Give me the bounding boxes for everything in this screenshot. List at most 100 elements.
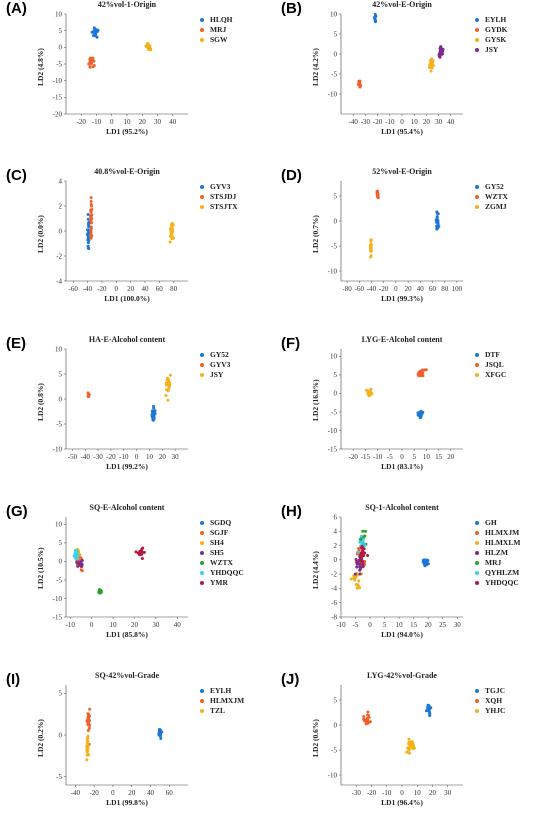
y-tick-label: 0 [334,390,338,398]
legend: SGDQ SGJF SH4 SH5 WZTX YHDQQC YMR [200,518,244,588]
y-tick-label: 10 [55,345,63,353]
legend-item: HLZM [475,548,520,558]
data-point [373,15,377,19]
data-point [357,579,361,583]
data-point [362,715,366,718]
data-point [88,707,92,711]
y-tick-label: -15 [328,445,338,453]
data-point [87,62,91,66]
x-tick-label: 40 [141,285,149,293]
x-axis-label: LD1 (99.8%) [106,798,148,807]
chart-title: LYG-42%vol-Grade [367,671,437,680]
data-point [86,391,90,395]
legend: GYV3 STSJDJ STSJTX [200,182,238,212]
data-point [86,729,90,733]
y-tick-label: 2 [334,542,338,550]
data-point [89,215,93,219]
legend-label: HLMXJM [210,696,245,705]
y-tick-label: 0 [334,721,338,729]
legend: EYLH GYDK GYSK JSY [475,15,508,55]
legend-item: JSY [475,45,508,55]
x-tick-label: 5 [412,453,416,461]
y-tick-label: 5 [334,371,338,379]
data-point [145,45,149,49]
legend-item: GYV3 [200,360,230,370]
legend-item: STSJTX [200,202,238,212]
panel-label: (E) [6,335,26,352]
series-gy52 [434,210,441,231]
legend-label: WZTX [210,558,233,567]
legend: HLQH MRJ SGW [200,15,233,45]
data-point [366,710,370,714]
legend-marker [200,18,204,22]
y-tick-label: -10 [53,77,63,85]
legend-marker [200,363,204,367]
legend-item: YMR [200,578,244,588]
x-tick-label: 0 [368,621,372,629]
x-tick-label: -80 [342,285,352,293]
chart-panel-j: (J) LYG-42%vol-Grade LD1 (96.4%) LD2 (0.6%)… [275,671,550,831]
y-tick-label: 5 [59,690,63,698]
data-point [437,54,441,58]
legend-label: GH [485,518,497,527]
x-tick-label: 80 [170,285,178,293]
data-point [136,551,140,555]
legend-label: EYLH [485,15,507,24]
data-point [89,199,93,203]
x-tick-label: -20 [349,453,359,461]
data-point [87,236,90,240]
legend-label: TGJC [485,686,506,695]
data-point [418,373,422,377]
legend-item: JSY [200,370,230,380]
legend-marker [475,581,479,585]
data-point [362,542,366,546]
panel-label: (F) [281,335,301,352]
chart-title: SQ-E-Alcohol content [89,503,165,512]
data-point [427,704,431,708]
legend-item: SGW [200,35,233,45]
legend-marker [475,699,479,703]
series-sh5 [75,559,84,568]
series-hlmxjm [85,707,92,746]
x-tick-label: 20 [423,118,431,126]
data-point [79,560,83,564]
x-tick-label: 30 [152,621,160,629]
legend-item: SGDQ [200,518,244,528]
x-axis-label: LD1 (99.3%) [381,294,423,303]
data-point [439,47,443,51]
legend-label: SGJF [210,528,229,537]
x-tick-label: 10 [411,118,419,126]
x-tick-label: -40 [83,285,93,293]
y-tick-label: 0 [334,50,338,58]
x-tick-label: -40 [71,789,81,797]
chart-panel-a: (A) 42%vol-1-Origin LD1 (95.2%) LD2 (4.8%) -… [0,0,275,160]
x-tick-label: 0 [114,285,118,293]
legend: DTF JSQL XFGC [475,350,506,380]
x-tick-label: -20 [367,789,377,797]
data-point [369,387,373,391]
data-point [89,236,93,240]
legend-marker [200,185,204,189]
data-point [159,736,163,740]
data-point [86,394,90,398]
legend-marker [475,18,479,22]
series-tzl [85,734,91,762]
legend-label: GYDK [485,25,508,34]
y-tick-label: 10 [330,353,338,361]
data-point [97,589,101,593]
data-point [73,549,77,553]
y-tick-label: -10 [328,267,338,275]
legend-marker [200,373,204,377]
legend-item: HLMXJM [475,528,520,538]
series-gyv3 [86,391,91,399]
legend-label: DTF [485,350,500,359]
panel-label: (D) [281,167,302,184]
legend-marker [200,581,204,585]
x-tick-label: -10 [336,621,346,629]
series-zgmj [368,238,373,259]
y-tick-label: 4 [59,177,63,185]
x-tick-label: 20 [429,789,437,797]
data-point [440,49,444,53]
legend-item: GYSK [475,35,508,45]
legend-item: GYDK [475,25,508,35]
